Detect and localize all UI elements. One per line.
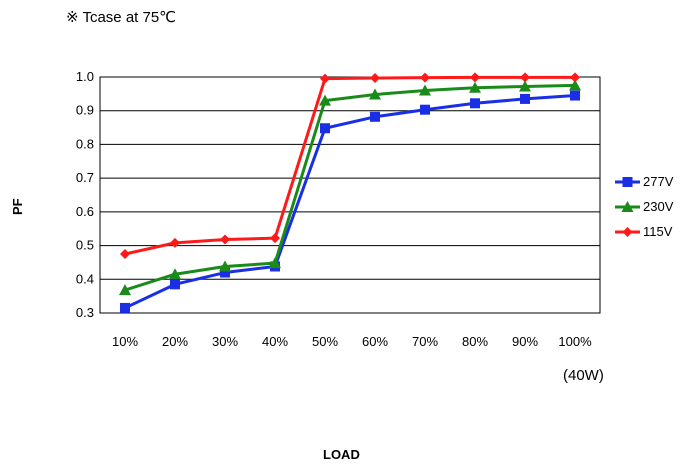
data-point-230v: [419, 84, 431, 96]
data-point-230v: [519, 80, 531, 92]
legend-marker-277v: [622, 177, 633, 187]
series-group: [119, 72, 581, 313]
data-point-115v: [320, 73, 330, 84]
y-tick-label: 0.5: [76, 238, 94, 253]
series-line-230v: [124, 83, 576, 292]
data-point-115v: [370, 73, 380, 84]
x-tick-label: 30%: [212, 334, 238, 349]
data-point-230v: [119, 284, 131, 296]
data-point-115v: [120, 249, 130, 259]
data-point-115v: [470, 72, 480, 83]
data-point-115v: [220, 234, 230, 245]
data-point-115v: [570, 72, 580, 83]
data-point-230v: [219, 260, 231, 272]
data-point-115v: [170, 237, 180, 248]
x-tick-label: 10%: [112, 334, 138, 349]
data-point-277v: [220, 267, 230, 278]
legend: 277V 230V 115V: [615, 174, 674, 239]
x-tick-labels: 10% 20% 30% 40% 50% 60% 70% 80% 90% 100%: [112, 334, 592, 349]
x-tick-label: 20%: [162, 334, 188, 349]
data-point-230v: [469, 81, 481, 93]
x-axis-label: LOAD: [323, 447, 360, 462]
legend-label-115v: 115V: [643, 224, 673, 239]
x-tick-label: 60%: [362, 334, 388, 349]
data-point-277v: [320, 123, 330, 134]
y-tick-label: 0.7: [76, 170, 94, 185]
y-tick-label: 0.3: [76, 305, 94, 320]
data-point-277v: [170, 279, 180, 290]
data-point-115v: [270, 233, 280, 244]
series-line-277v: [124, 94, 576, 310]
x-tick-label: 80%: [462, 334, 488, 349]
test-condition-note: ※ Tcase at 75℃: [66, 9, 177, 26]
legend-label-230v: 230V: [643, 199, 674, 214]
data-point-230v: [369, 88, 381, 100]
y-tick-label: 0.6: [76, 204, 94, 219]
data-point-277v: [120, 302, 130, 313]
legend-marker-115v: [622, 227, 633, 237]
data-point-230v: [169, 268, 181, 280]
data-point-115v: [420, 72, 430, 83]
data-point-277v: [370, 111, 380, 122]
x-tick-label: 100%: [558, 334, 592, 349]
data-point-277v: [570, 90, 580, 101]
x-tick-label: 70%: [412, 334, 438, 349]
x-unit-note: (40W): [563, 367, 604, 384]
y-tick-label: 0.9: [76, 103, 94, 118]
data-point-230v: [269, 257, 281, 269]
data-point-230v: [319, 94, 331, 106]
data-point-277v: [470, 98, 480, 109]
series-line-115v: [124, 75, 575, 256]
y-tick-label: 0.8: [76, 136, 94, 151]
data-point-230v: [569, 79, 581, 91]
legend-label-277v: 277V: [643, 174, 674, 189]
data-point-277v: [520, 93, 530, 104]
x-tick-label: 50%: [312, 334, 338, 349]
x-tick-label: 40%: [262, 334, 288, 349]
data-point-115v: [520, 72, 530, 83]
legend-marker-230v: [621, 201, 634, 212]
data-point-277v: [420, 104, 430, 115]
y-tick-labels: 1.0 0.9 0.8 0.7 0.6 0.5 0.4 0.3: [76, 69, 94, 320]
y-tick-label: 0.4: [76, 271, 94, 286]
x-tick-label: 90%: [512, 334, 538, 349]
y-tick-label: 1.0: [76, 69, 94, 84]
